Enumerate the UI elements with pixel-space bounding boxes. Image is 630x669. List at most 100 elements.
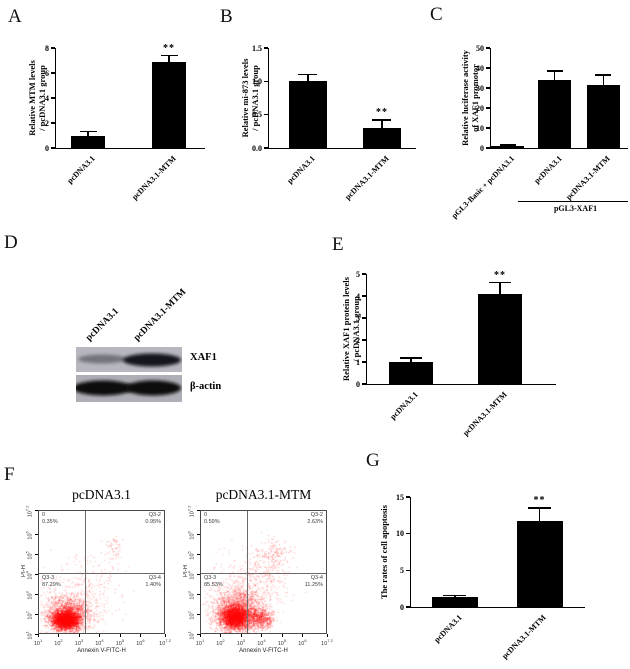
bar	[152, 61, 186, 148]
y-tick-label: 101	[24, 631, 34, 640]
y-tick-label: 4	[356, 291, 360, 301]
error-bar-cap	[160, 54, 178, 57]
y-tick	[486, 127, 490, 129]
plot-area: 0 0.59% Q3-2 2.63% Q3-3 85.53% Q3-4 11.25%	[200, 510, 327, 634]
x-tick	[220, 634, 222, 637]
x-tick-label: 106	[136, 638, 145, 647]
panel-label-f: F	[4, 464, 15, 485]
y-tick	[362, 383, 366, 385]
x-tick	[261, 634, 263, 637]
y-tick-label: 2	[45, 118, 49, 128]
y-tick	[35, 510, 38, 511]
x-tick-label: 106	[298, 638, 307, 647]
y-axis	[55, 48, 57, 149]
quadrant-stat: 1.40%	[145, 581, 161, 588]
tick-exponent: 1	[186, 631, 192, 634]
x-axis	[55, 148, 205, 150]
y-tick-label: 101	[186, 631, 196, 640]
category-label: pGL3-Basic + pcDNA3.1	[449, 154, 517, 221]
y-tick-label: 6	[45, 68, 49, 78]
quadrant-stat: Q3-4	[310, 575, 323, 582]
y-tick	[362, 273, 366, 275]
panel-f-flow-plot-pcdna31: pcDNA3.1 0 0.35% Q3-2 0.95% Q3-3 87.29% Q3-4 1.4…	[20, 482, 185, 668]
y-axis-label-line: of XAF1 promotor	[469, 64, 480, 132]
tick-exponent: 5	[186, 551, 192, 554]
tick-exponent: 7.2	[24, 505, 30, 512]
y-tick	[197, 574, 200, 575]
category-label: pcDNA3.1	[431, 613, 464, 645]
tick-exponent: 3	[80, 638, 84, 643]
bactin-band-lane1	[76, 380, 133, 396]
x-axis-label: Annexin V-FITC-H	[239, 648, 288, 654]
bar	[431, 597, 478, 607]
y-tick	[197, 534, 200, 535]
blot-strip-xaf1	[76, 347, 182, 372]
quadrant-stat: 2.63%	[307, 518, 323, 525]
y-axis	[366, 274, 368, 385]
y-tick-label: 1.5	[252, 43, 262, 53]
x-tick-label: 103	[236, 638, 246, 647]
x-axis	[410, 607, 585, 609]
tick-exponent: 1	[201, 638, 205, 643]
y-tick-label: 15	[396, 492, 404, 502]
x-tick-label: 107.2	[321, 638, 333, 647]
category-label: pcDNA3.1	[65, 154, 97, 186]
y-tick-label: 30	[476, 83, 484, 93]
y-tick	[35, 534, 38, 535]
y-tick-label: 106	[186, 531, 196, 540]
significance-label: **	[375, 107, 388, 118]
x-tick-label: 104	[95, 638, 104, 647]
error-bar-cap	[499, 144, 517, 146]
xaf1-band-lane1	[78, 354, 126, 364]
y-axis-label-line: / pcDNA3.1 group	[249, 65, 260, 131]
tick-exponent: 5	[283, 638, 287, 643]
x-tick	[140, 634, 142, 637]
y-tick-label: 103	[24, 591, 34, 600]
x-tick	[99, 634, 101, 637]
error-bar-cap	[372, 119, 392, 121]
tick-exponent: 7.2	[327, 638, 333, 643]
category-label: pcDNA3.1-MTM	[500, 613, 548, 661]
y-tick	[51, 47, 55, 49]
quadrant-label-bottom-right: Q3-4 11.25%	[305, 575, 323, 588]
y-tick-label: 50	[476, 43, 484, 53]
y-tick-label: 0	[356, 379, 360, 389]
quadrant-label-bottom-left: Q3-3 87.29%	[42, 575, 61, 588]
error-bar-cap	[79, 131, 97, 133]
plot-area: 0 0.35% Q3-2 0.95% Q3-3 87.29% Q3-4 1.40%	[38, 510, 165, 634]
x-axis	[268, 148, 416, 150]
error-bar-line	[307, 74, 309, 82]
quadrant-stat: Q3-2	[148, 512, 161, 518]
x-tick	[281, 634, 283, 637]
panel-label-c: C	[430, 4, 443, 25]
y-axis	[410, 497, 412, 608]
y-tick	[35, 614, 38, 615]
y-tick-label: 4	[45, 93, 49, 103]
category-label: pcDNA3.1-MTM	[129, 154, 178, 202]
x-axis	[490, 148, 628, 150]
error-bar-line	[554, 71, 556, 80]
y-axis-label-line: / pcDNA3.1 group	[36, 65, 47, 131]
bar	[477, 293, 522, 384]
panel-b-bar-chart: 0.0 0.5 1.0 1.5 Relative mi-873 levels / pcDN…	[240, 38, 428, 208]
panel-label-g: G	[366, 450, 380, 471]
tick-exponent: 5	[121, 638, 125, 643]
bar	[491, 146, 525, 148]
tick-exponent: 1	[39, 638, 43, 643]
quadrant-label-top-left: 0 0.59%	[204, 512, 220, 525]
significance-label: **	[493, 269, 506, 281]
quadrant-stat: 0.35%	[42, 518, 58, 525]
y-axis	[490, 48, 492, 149]
quadrant-label-bottom-right: Q3-4 1.40%	[145, 575, 161, 588]
y-axis	[268, 48, 270, 149]
error-bar-cap	[594, 74, 612, 76]
y-tick	[486, 87, 490, 89]
y-tick	[35, 594, 38, 595]
tick-exponent: 7.2	[165, 638, 171, 643]
y-tick-label: 102	[24, 611, 34, 620]
x-tick-label: 101	[33, 638, 43, 647]
quadrant-label-top-left: 0 0.35%	[42, 512, 58, 525]
y-tick	[197, 554, 200, 555]
error-bar-line	[454, 595, 456, 598]
y-tick	[51, 147, 55, 149]
